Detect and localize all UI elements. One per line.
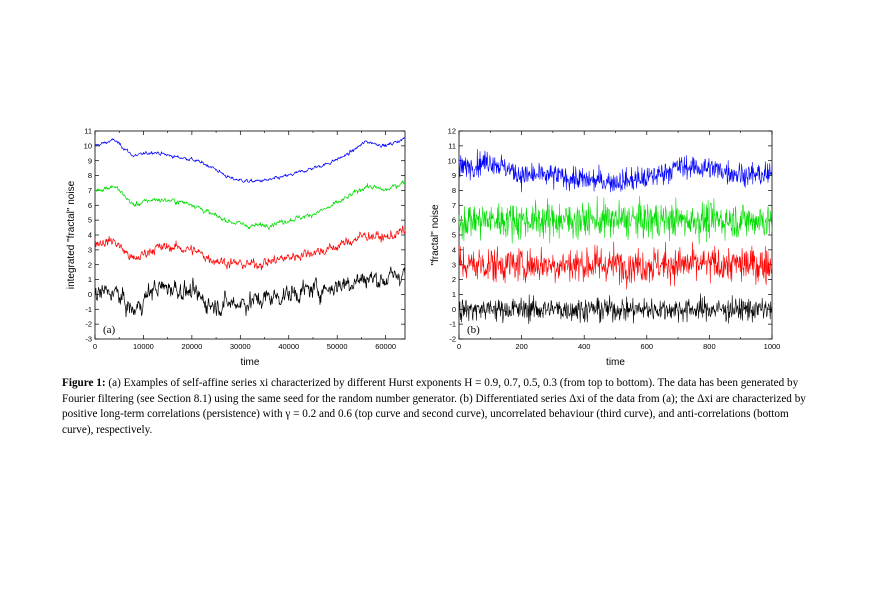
y-tick-label: 11 bbox=[84, 127, 92, 136]
x-tick-label: 10000 bbox=[133, 342, 154, 351]
x-axis-title: time bbox=[241, 357, 260, 368]
y-tick-label: -1 bbox=[449, 320, 456, 329]
x-tick-label: 200 bbox=[515, 342, 528, 351]
y-tick-label: 3 bbox=[88, 245, 92, 254]
y-tick-label: 10 bbox=[448, 156, 456, 165]
series-line-3 bbox=[94, 225, 406, 271]
series-line-2 bbox=[94, 180, 406, 231]
y-tick-label: -3 bbox=[85, 335, 92, 344]
y-tick-label: 7 bbox=[88, 186, 92, 195]
y-tick-label: 9 bbox=[452, 171, 456, 180]
y-tick-label: 1 bbox=[88, 275, 92, 284]
y-tick-label: 5 bbox=[88, 216, 92, 225]
panel-label: (a) bbox=[103, 324, 116, 336]
x-tick-label: 1000 bbox=[764, 342, 781, 351]
series-line-1 bbox=[458, 148, 773, 193]
x-axis-title: time bbox=[606, 357, 625, 368]
x-tick-label: 0 bbox=[457, 342, 461, 351]
y-tick-label: 11 bbox=[448, 141, 456, 150]
caption-label: Figure 1: bbox=[62, 377, 106, 389]
x-tick-label: 30000 bbox=[230, 342, 251, 351]
y-tick-label: -1 bbox=[85, 305, 92, 314]
series-line-4 bbox=[94, 266, 406, 318]
caption-text: (a) Examples of self-affine series xi ch… bbox=[62, 377, 806, 436]
series-line-2 bbox=[458, 195, 773, 245]
figure-caption: Figure 1: (a) Examples of self-affine se… bbox=[62, 376, 806, 438]
y-tick-label: 2 bbox=[452, 275, 456, 284]
x-tick-label: 400 bbox=[578, 342, 591, 351]
y-tick-label: 7 bbox=[452, 201, 456, 210]
x-tick-label: 800 bbox=[703, 342, 716, 351]
series-line-3 bbox=[458, 241, 773, 290]
y-tick-label: 6 bbox=[88, 201, 92, 210]
y-tick-label: 1 bbox=[452, 290, 456, 299]
y-tick-label: 5 bbox=[452, 231, 456, 240]
x-tick-label: 600 bbox=[641, 342, 654, 351]
x-tick-label: 50000 bbox=[327, 342, 348, 351]
y-tick-label: 12 bbox=[448, 127, 456, 136]
y-tick-label: 8 bbox=[452, 186, 456, 195]
y-tick-label: 9 bbox=[88, 156, 92, 165]
y-tick-label: -2 bbox=[85, 320, 92, 329]
y-tick-label: -2 bbox=[449, 335, 456, 344]
y-tick-label: 0 bbox=[88, 290, 92, 299]
panel-label: (b) bbox=[467, 324, 480, 336]
series-line-4 bbox=[458, 293, 773, 325]
series-line-1 bbox=[94, 137, 406, 183]
y-axis-title: integrated "fractal" noise bbox=[66, 180, 77, 289]
x-tick-label: 0 bbox=[93, 342, 97, 351]
y-axis-title: "fractal" noise bbox=[430, 204, 441, 265]
x-tick-label: 40000 bbox=[278, 342, 299, 351]
y-tick-label: 3 bbox=[452, 260, 456, 269]
y-tick-label: 2 bbox=[88, 260, 92, 269]
x-tick-label: 20000 bbox=[181, 342, 202, 351]
y-tick-label: 4 bbox=[452, 245, 456, 254]
y-tick-label: 0 bbox=[452, 305, 456, 314]
x-tick-label: 60000 bbox=[375, 342, 396, 351]
y-tick-label: 4 bbox=[88, 231, 92, 240]
y-tick-label: 10 bbox=[84, 141, 92, 150]
y-tick-label: 6 bbox=[452, 216, 456, 225]
y-tick-label: 8 bbox=[88, 171, 92, 180]
